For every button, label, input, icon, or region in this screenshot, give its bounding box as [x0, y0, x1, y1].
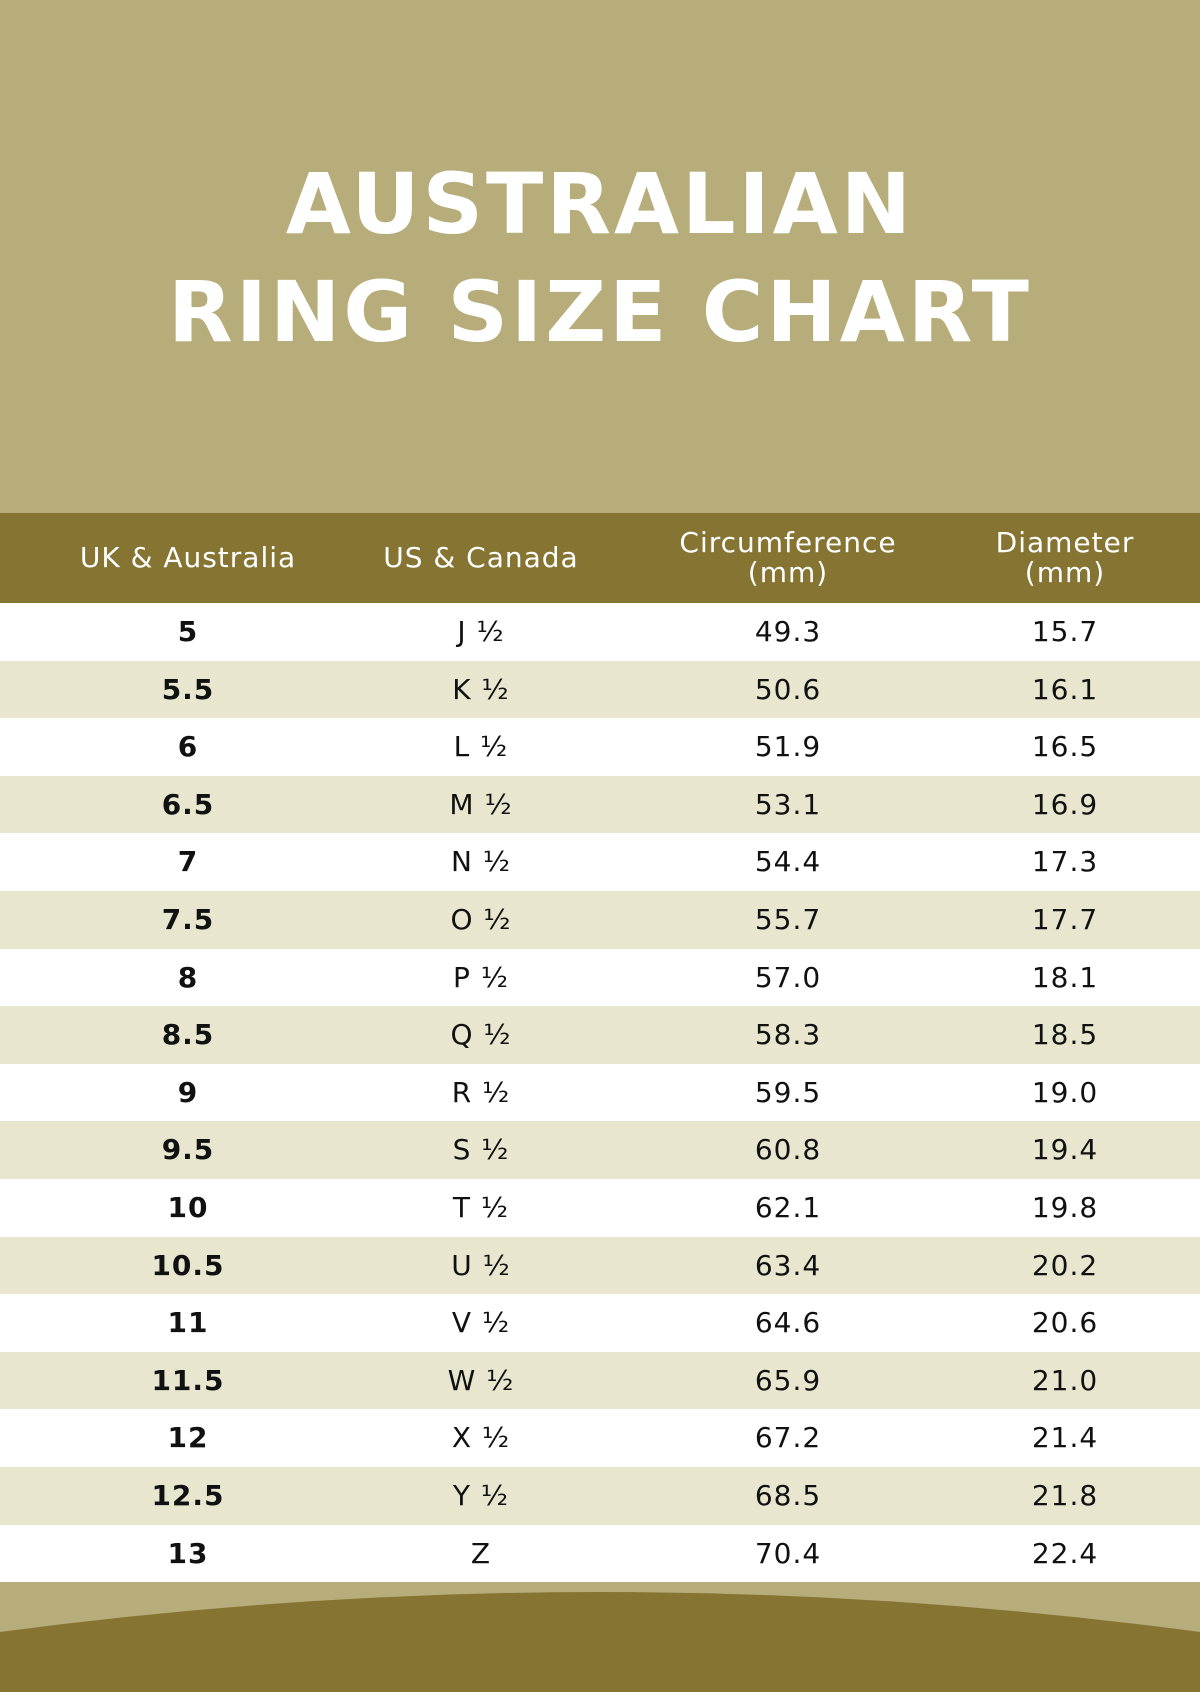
table-cell: Z: [470, 1536, 492, 1570]
table-row: 12.5 Y ½ 68.5 21.8: [0, 1466, 1200, 1525]
column-header: Diameter (mm): [945, 513, 1185, 603]
table-cell: N ½: [451, 845, 511, 879]
table-cell: V ½: [451, 1306, 511, 1340]
table-cell: 19.4: [1031, 1133, 1099, 1167]
table-cell: 15.7: [1031, 615, 1099, 648]
table-cell: 7.5: [161, 902, 215, 936]
table-cell: M ½: [449, 787, 513, 821]
column-header-text: US & Canada: [383, 541, 579, 574]
table-cell: 5: [177, 615, 199, 648]
table-cell: L ½: [453, 730, 509, 764]
column-header: Circumference (mm): [638, 513, 938, 603]
table-row: 7.5 O ½ 55.7 17.7: [0, 890, 1200, 949]
table-cell: 6: [177, 730, 199, 764]
table-cell: 16.5: [1031, 730, 1099, 764]
table-cell: 58.3: [754, 1018, 822, 1052]
table-cell: 67.2: [754, 1421, 822, 1455]
column-header-text: Circumference (mm): [679, 526, 897, 589]
table-cell: 5.5: [161, 672, 215, 706]
table-cell: 21.4: [1031, 1421, 1099, 1455]
table-cell: X ½: [451, 1421, 511, 1455]
table-row: 8.5 Q ½ 58.3 18.5: [0, 1006, 1200, 1064]
table-cell: 68.5: [754, 1478, 822, 1512]
table-cell: 50.6: [754, 672, 822, 706]
table-cell: 21.0: [1031, 1363, 1099, 1397]
table-cell: S ½: [452, 1133, 510, 1167]
table-cell: 55.7: [754, 902, 822, 936]
table-cell: 8: [177, 960, 199, 994]
table-cell: 12.5: [151, 1478, 225, 1512]
column-header-text: Diameter (mm): [995, 526, 1135, 589]
table-cell: 49.3: [754, 615, 822, 648]
table-cell: 21.8: [1031, 1478, 1099, 1512]
table-cell: 54.4: [754, 845, 822, 879]
table-row: 6.5 M ½ 53.1 16.9: [0, 775, 1200, 834]
table-cell: 20.6: [1031, 1306, 1099, 1340]
table-row: 9 R ½ 59.5 19.0: [0, 1063, 1200, 1122]
table-row: 5 J ½ 49.3 15.7: [0, 603, 1200, 661]
table-cell: 57.0: [754, 960, 822, 994]
table-cell: 9: [177, 1075, 199, 1109]
table-cell: R ½: [451, 1075, 511, 1109]
table-row: 12 X ½ 67.2 21.4: [0, 1409, 1200, 1467]
table-cell: P ½: [453, 960, 509, 994]
table-row: 10.5 U ½ 63.4 20.2: [0, 1236, 1200, 1295]
table-cell: Y ½: [452, 1478, 510, 1512]
table-row: 11.5 W ½ 65.9 21.0: [0, 1351, 1200, 1410]
table-cell: 11.5: [151, 1363, 225, 1397]
table-row: 8 P ½ 57.0 18.1: [0, 948, 1200, 1007]
column-header-text: UK & Australia: [79, 541, 297, 574]
table-cell: 9.5: [161, 1133, 215, 1167]
table-cell: 18.5: [1031, 1018, 1099, 1052]
table-cell: 16.9: [1031, 787, 1099, 821]
table-cell: 10.5: [151, 1248, 225, 1282]
table-cell: 70.4: [754, 1536, 822, 1570]
table-cell: 63.4: [754, 1248, 822, 1282]
table-cell: 20.2: [1031, 1248, 1099, 1282]
table-cell: 7: [177, 845, 199, 879]
table-cell: 11: [167, 1306, 209, 1340]
table-cell: 22.4: [1031, 1536, 1099, 1570]
table-cell: 6.5: [161, 787, 215, 821]
footer-wave: [0, 1592, 1200, 1692]
table-row: 10 T ½ 62.1 19.8: [0, 1178, 1200, 1237]
table-cell: 17.3: [1031, 845, 1099, 879]
table-cell: 8.5: [161, 1018, 215, 1052]
table-cell: 18.1: [1031, 960, 1099, 994]
table-row: 5.5 K ½ 50.6 16.1: [0, 660, 1200, 719]
table-row: 7 N ½ 54.4 17.3: [0, 833, 1200, 891]
table-cell: 12: [167, 1421, 209, 1455]
table-row: 11 V ½ 64.6 20.6: [0, 1294, 1200, 1352]
table-cell: 19.8: [1031, 1190, 1099, 1224]
table-row: 13 Z 70.4 22.4: [0, 1524, 1200, 1583]
table-body: 5 J ½ 49.3 15.7 5.5 K ½ 50.6 16.1 6 L ½ 51.9 16.5 6.…: [0, 603, 1200, 1583]
table-cell: 17.7: [1031, 902, 1099, 936]
table-cell: 62.1: [754, 1190, 822, 1224]
table-cell: Q ½: [450, 1018, 512, 1052]
footer-decoration: [0, 1582, 1200, 1692]
table-cell: W ½: [447, 1363, 515, 1397]
table-cell: 60.8: [754, 1133, 822, 1167]
table-cell: J ½: [457, 615, 505, 648]
table-cell: K ½: [452, 672, 510, 706]
table-cell: 13: [167, 1536, 209, 1570]
table-header: UK & Australia US & Canada Circumference (…: [0, 513, 1200, 603]
table-row: 6 L ½ 51.9 16.5: [0, 718, 1200, 776]
table-cell: U ½: [451, 1248, 511, 1282]
table-cell: O ½: [450, 902, 512, 936]
table-cell: 16.1: [1031, 672, 1099, 706]
table-cell: 65.9: [754, 1363, 822, 1397]
column-header: UK & Australia: [38, 513, 338, 603]
table-cell: 51.9: [754, 730, 822, 764]
table-row: 9.5 S ½ 60.8 19.4: [0, 1121, 1200, 1179]
table-cell: T ½: [452, 1190, 510, 1224]
table-cell: 53.1: [754, 787, 822, 821]
table-cell: 64.6: [754, 1306, 822, 1340]
column-header: US & Canada: [351, 513, 611, 603]
table-cell: 59.5: [754, 1075, 822, 1109]
table-cell: 19.0: [1031, 1075, 1099, 1109]
title: AUSTRALIAN RING SIZE CHART: [168, 155, 1032, 361]
table-cell: 10: [167, 1190, 209, 1224]
